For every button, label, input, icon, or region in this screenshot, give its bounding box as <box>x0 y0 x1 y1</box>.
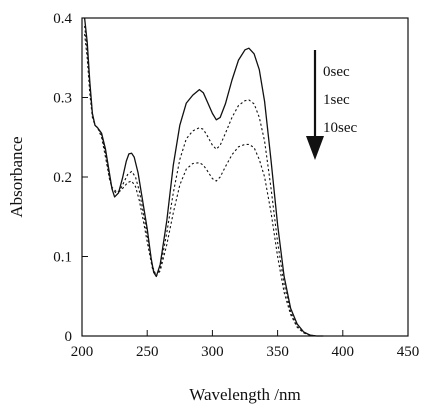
y-tick-label: 0.1 <box>53 250 72 266</box>
down-arrow-icon <box>306 50 324 160</box>
legend-entry-10sec: 10sec <box>323 120 357 136</box>
legend-entry-1sec: 1sec <box>323 92 350 108</box>
legend: 0sec 1sec 10sec <box>306 50 357 160</box>
y-tick-label: 0 <box>65 329 73 345</box>
x-tick-label: 450 <box>397 344 420 360</box>
x-tick-label: 300 <box>201 344 224 360</box>
y-tick-label: 0.2 <box>53 170 72 186</box>
x-tick-label: 250 <box>136 344 159 360</box>
y-tick-label: 0.4 <box>53 11 72 27</box>
y-tick-label: 0.3 <box>53 91 72 107</box>
plot-frame <box>81 17 409 337</box>
x-tick-label: 350 <box>266 344 289 360</box>
legend-entry-0sec: 0sec <box>323 64 350 80</box>
x-tick-label: 200 <box>71 344 94 360</box>
axis-ticks: 200 250 300 350 400 450 0 0.1 0.2 0.3 0.4 <box>53 11 419 360</box>
x-axis-label: Wavelength /nm <box>189 385 300 404</box>
series-layer <box>83 17 324 337</box>
series-line-0sec <box>83 17 324 337</box>
series-line-10sec <box>84 33 324 337</box>
x-tick-label: 400 <box>332 344 355 360</box>
y-axis-label: Absorbance <box>7 136 26 217</box>
